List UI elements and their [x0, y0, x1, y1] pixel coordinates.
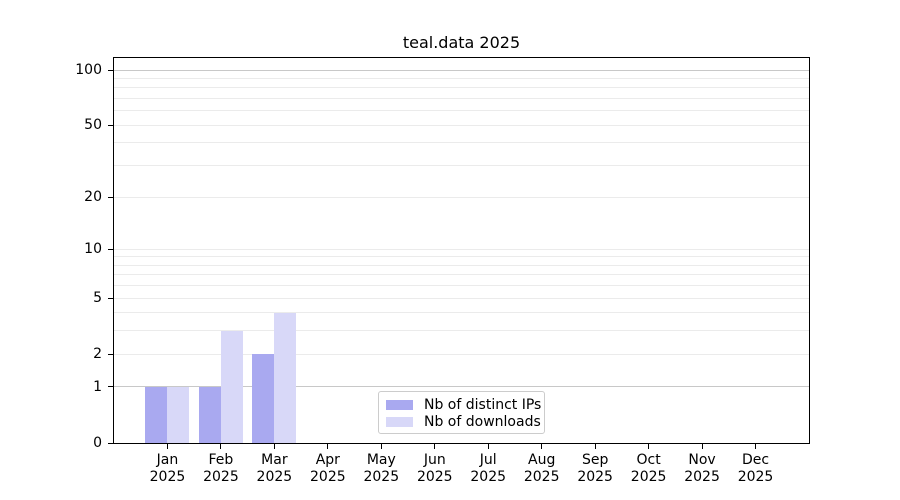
- y-tick-label: 100: [75, 62, 102, 79]
- x-tick-label: Dec 2025: [710, 452, 802, 485]
- y-tickmark: [108, 248, 113, 250]
- y-tick-label: 50: [84, 117, 102, 134]
- bar-distinct-ips: [252, 354, 275, 443]
- x-tick-year: 2025: [203, 468, 239, 485]
- x-tick-month: Mar: [261, 452, 288, 468]
- x-tick-year: 2025: [737, 468, 774, 485]
- x-tick-label: Mar 2025: [228, 452, 320, 485]
- gridline: [114, 165, 809, 167]
- x-tickmark: [701, 444, 703, 449]
- x-tick-year: 2025: [149, 468, 186, 485]
- x-tickmark: [541, 444, 543, 449]
- gridline: [114, 87, 809, 89]
- gridline: [114, 297, 809, 299]
- gridline: [114, 312, 809, 314]
- gridline: [114, 69, 809, 71]
- x-tickmark: [380, 444, 382, 449]
- gridline: [114, 264, 809, 266]
- y-tick-label: 20: [84, 189, 102, 205]
- x-tick-month: Jan: [156, 452, 179, 468]
- x-tick-year: 2025: [310, 468, 346, 485]
- bar-downloads: [220, 330, 243, 443]
- x-tick-month: May: [366, 452, 396, 468]
- x-tickmark: [487, 444, 489, 449]
- x-tick-month: Oct: [636, 452, 661, 468]
- x-tick-label: Oct 2025: [603, 452, 695, 485]
- x-tick-year: 2025: [256, 468, 293, 485]
- legend-item-distinct-ips: Nb of distinct IPs: [386, 397, 544, 413]
- x-tick-label: Aug 2025: [496, 452, 588, 485]
- legend: Nb of distinct IPs Nb of downloads: [378, 391, 545, 434]
- y-tickmark: [108, 386, 113, 388]
- gridline: [114, 285, 809, 287]
- x-tick-year: 2025: [684, 468, 720, 485]
- y-tickmark: [108, 297, 113, 299]
- x-tick-month: Feb: [208, 452, 234, 468]
- x-tick-label: Apr 2025: [282, 452, 374, 485]
- y-tick-label: 2: [93, 346, 102, 363]
- y-tick-label: 1: [93, 378, 102, 395]
- x-tick-year: 2025: [630, 468, 667, 485]
- x-tick-month: Nov: [688, 452, 716, 468]
- legend-swatch-downloads-icon: [386, 417, 413, 427]
- legend-label-distinct-ips: Nb of distinct IPs: [424, 397, 542, 413]
- x-tick-month: Jul: [479, 452, 497, 468]
- gridline: [114, 110, 809, 112]
- legend-label-downloads: Nb of downloads: [424, 414, 541, 430]
- x-tickmark: [273, 444, 275, 449]
- bar-distinct-ips: [198, 386, 221, 443]
- x-tickmark: [220, 444, 222, 449]
- x-tick-month: Jun: [423, 452, 446, 468]
- gridline: [114, 124, 809, 126]
- bar-distinct-ips: [145, 386, 168, 443]
- x-tick-year: 2025: [470, 468, 507, 485]
- y-tick-label: 10: [84, 241, 102, 258]
- x-tick-label: Nov 2025: [656, 452, 748, 485]
- plot-area: [113, 57, 810, 444]
- x-tickmark: [648, 444, 650, 449]
- chart-title: teal.data 2025: [402, 33, 521, 52]
- x-tickmark: [166, 444, 168, 449]
- gridline: [114, 98, 809, 100]
- x-tick-month: Sep: [581, 452, 609, 468]
- gridline: [114, 274, 809, 276]
- bar-downloads: [167, 386, 190, 443]
- x-tick-year: 2025: [363, 468, 400, 485]
- y-tickmark: [108, 69, 113, 71]
- x-tick-month: Apr: [315, 452, 340, 468]
- x-tick-year: 2025: [523, 468, 560, 485]
- x-tick-label: Jul 2025: [442, 452, 534, 485]
- gridline: [114, 256, 809, 258]
- gridline: [114, 353, 809, 355]
- bar-downloads: [274, 312, 297, 443]
- x-tick-label: Jan 2025: [121, 452, 213, 485]
- x-tick-year: 2025: [416, 468, 453, 485]
- y-tickmark: [108, 124, 113, 126]
- x-tickmark: [594, 444, 596, 449]
- y-tickmark: [108, 196, 113, 198]
- x-tickmark: [434, 444, 436, 449]
- x-tick-label: Sep 2025: [549, 452, 641, 485]
- gridline: [114, 142, 809, 144]
- gridline: [114, 78, 809, 80]
- x-tickmark: [327, 444, 329, 449]
- x-tick-month: Aug: [528, 452, 556, 468]
- gridline: [114, 330, 809, 332]
- legend-swatch-distinct-ips-icon: [386, 400, 413, 410]
- x-tick-label: Jun 2025: [389, 452, 481, 485]
- x-tick-month: Dec: [741, 452, 770, 468]
- x-tick-year: 2025: [577, 468, 613, 485]
- y-tick-label: 0: [93, 435, 102, 451]
- x-tickmark: [755, 444, 757, 449]
- x-tick-label: May 2025: [335, 452, 427, 485]
- gridline: [114, 248, 809, 250]
- y-tickmark: [108, 353, 113, 355]
- y-tickmark: [108, 442, 113, 444]
- y-tick-label: 5: [93, 290, 102, 307]
- gridline: [114, 386, 809, 388]
- legend-item-downloads: Nb of downloads: [386, 414, 544, 430]
- x-tick-label: Feb 2025: [175, 452, 267, 485]
- gridline: [114, 196, 809, 198]
